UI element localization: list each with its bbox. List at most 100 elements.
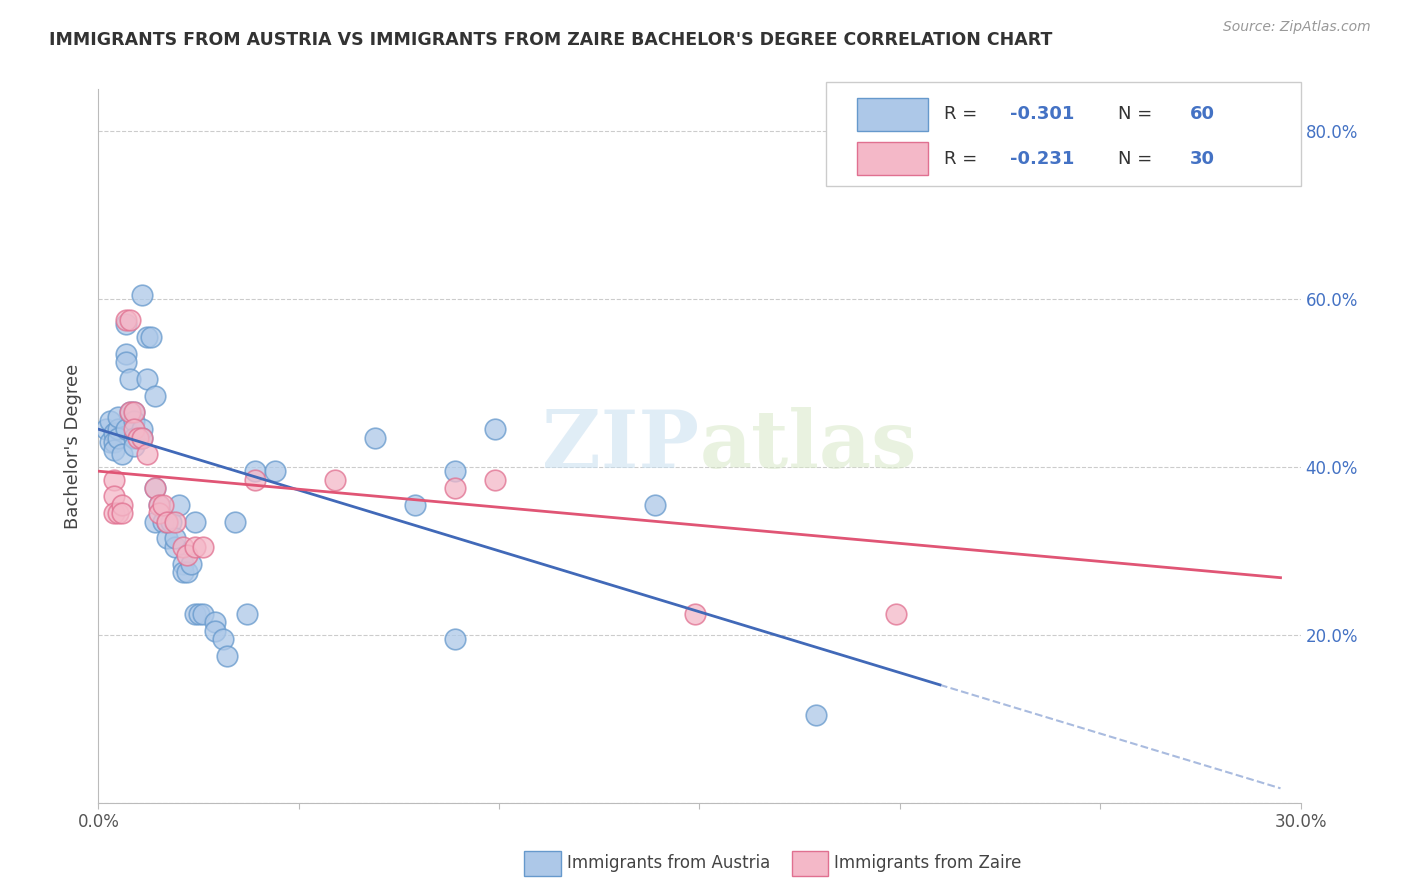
Point xyxy=(115,355,138,369)
Point xyxy=(204,624,226,638)
Point xyxy=(323,473,346,487)
Point xyxy=(107,431,129,445)
Point xyxy=(103,426,125,441)
Point xyxy=(103,473,125,487)
Point xyxy=(131,431,153,445)
Point xyxy=(183,607,205,621)
Point xyxy=(263,464,285,478)
Point xyxy=(215,648,238,663)
Point xyxy=(115,313,138,327)
Point xyxy=(172,540,194,554)
Point xyxy=(152,515,174,529)
Point xyxy=(120,405,142,419)
Point xyxy=(884,607,907,621)
Text: Source: ZipAtlas.com: Source: ZipAtlas.com xyxy=(1223,20,1371,34)
Point xyxy=(107,506,129,520)
Point xyxy=(176,548,198,562)
Point xyxy=(148,498,170,512)
Text: atlas: atlas xyxy=(700,407,917,485)
Point xyxy=(115,318,138,332)
Point xyxy=(484,422,506,436)
Text: N =: N = xyxy=(1118,105,1157,123)
Point xyxy=(224,515,246,529)
Point xyxy=(444,464,467,478)
Point xyxy=(180,557,202,571)
Point xyxy=(172,565,194,579)
Text: N =: N = xyxy=(1118,150,1157,168)
FancyBboxPatch shape xyxy=(858,98,928,130)
Point xyxy=(120,372,142,386)
Point xyxy=(163,515,186,529)
Point xyxy=(120,405,142,419)
Point xyxy=(131,431,153,445)
Point xyxy=(111,447,134,461)
Point xyxy=(131,288,153,302)
Point xyxy=(128,431,150,445)
Point xyxy=(444,481,467,495)
Text: 60: 60 xyxy=(1189,105,1215,123)
Point xyxy=(124,405,146,419)
Point xyxy=(444,632,467,646)
Point xyxy=(115,422,138,436)
Point xyxy=(243,473,266,487)
Point xyxy=(176,565,198,579)
Text: -0.301: -0.301 xyxy=(1010,105,1074,123)
Point xyxy=(103,506,125,520)
Text: 30: 30 xyxy=(1189,150,1215,168)
Point xyxy=(124,431,146,445)
Point xyxy=(191,540,214,554)
Point xyxy=(364,431,387,445)
Point xyxy=(135,447,157,461)
Point xyxy=(107,422,129,436)
Point xyxy=(107,409,129,424)
Point xyxy=(183,540,205,554)
Point xyxy=(204,615,226,630)
Point xyxy=(191,607,214,621)
Point xyxy=(183,515,205,529)
Text: Immigrants from Zaire: Immigrants from Zaire xyxy=(834,855,1021,872)
Point xyxy=(685,607,707,621)
Point xyxy=(124,439,146,453)
Text: Immigrants from Austria: Immigrants from Austria xyxy=(567,855,770,872)
Y-axis label: Bachelor's Degree: Bachelor's Degree xyxy=(65,363,83,529)
Point xyxy=(159,515,181,529)
Point xyxy=(163,540,186,554)
Point xyxy=(143,515,166,529)
Point xyxy=(124,414,146,428)
Point xyxy=(804,707,827,722)
Point xyxy=(111,498,134,512)
Point xyxy=(143,389,166,403)
Text: R =: R = xyxy=(943,150,983,168)
Point xyxy=(235,607,257,621)
Text: R =: R = xyxy=(943,105,983,123)
Point xyxy=(644,498,666,512)
Point xyxy=(100,434,122,449)
Point xyxy=(243,464,266,478)
Point xyxy=(135,372,157,386)
Point xyxy=(155,515,177,529)
Point xyxy=(148,506,170,520)
Text: -0.231: -0.231 xyxy=(1010,150,1074,168)
Point xyxy=(143,481,166,495)
Point xyxy=(143,481,166,495)
Point xyxy=(124,405,146,419)
Point xyxy=(211,632,233,646)
Point xyxy=(96,422,118,436)
Point xyxy=(139,330,162,344)
Point xyxy=(152,498,174,512)
Point xyxy=(103,443,125,458)
Point xyxy=(187,607,209,621)
Point xyxy=(135,330,157,344)
Text: ZIP: ZIP xyxy=(543,407,700,485)
Point xyxy=(484,473,506,487)
Point xyxy=(100,414,122,428)
Point xyxy=(148,498,170,512)
Text: IMMIGRANTS FROM AUSTRIA VS IMMIGRANTS FROM ZAIRE BACHELOR'S DEGREE CORRELATION C: IMMIGRANTS FROM AUSTRIA VS IMMIGRANTS FR… xyxy=(49,31,1053,49)
Point xyxy=(124,422,146,436)
Point xyxy=(131,422,153,436)
FancyBboxPatch shape xyxy=(825,82,1301,186)
Point xyxy=(163,532,186,546)
FancyBboxPatch shape xyxy=(858,143,928,175)
Point xyxy=(155,515,177,529)
Point xyxy=(404,498,426,512)
